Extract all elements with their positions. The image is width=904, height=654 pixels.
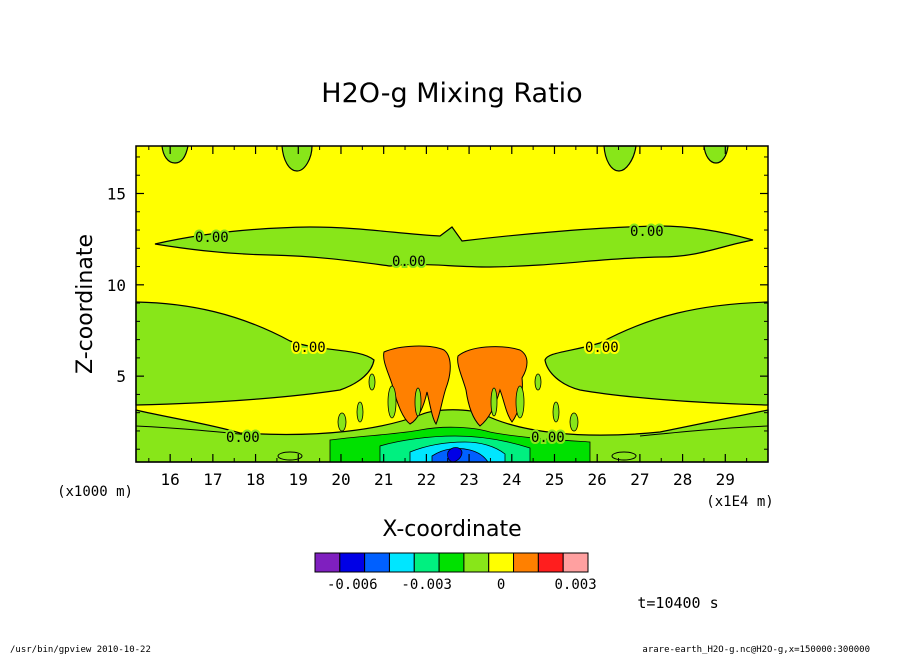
top-left-blob-a bbox=[161, 145, 189, 164]
x-tick-label: 21 bbox=[374, 470, 393, 489]
speckle bbox=[552, 401, 560, 423]
contour-label: 0.00 bbox=[195, 230, 229, 246]
colorbar-tick-label: 0 bbox=[497, 577, 505, 593]
colorbar-swatch bbox=[314, 552, 341, 573]
colorbar-swatch bbox=[562, 552, 589, 573]
colorbar-swatch bbox=[339, 552, 366, 573]
x-tick-label: 24 bbox=[502, 470, 521, 489]
speckle bbox=[387, 385, 397, 419]
colorbar-swatch bbox=[438, 552, 465, 573]
x-tick-label: 19 bbox=[289, 470, 308, 489]
speckle bbox=[515, 385, 525, 419]
colorbar-swatch bbox=[364, 552, 390, 573]
x-tick-label: 25 bbox=[545, 470, 564, 489]
colorbar-swatch bbox=[488, 552, 515, 573]
contour-fill-speckles bbox=[337, 373, 579, 432]
plot-frame bbox=[135, 145, 769, 463]
colorbar-tick-label: 0.003 bbox=[555, 577, 597, 593]
y-axis-label: Z-coordinate bbox=[73, 234, 98, 374]
footer-right: arare-earth_H2O-g.nc@H2O-g,x=150000:3000… bbox=[642, 645, 870, 654]
speckle bbox=[490, 387, 498, 417]
colorbar: -0.006 -0.003 0 0.003 bbox=[314, 552, 597, 593]
x-scale-label: (x1E4 m) bbox=[706, 494, 773, 510]
time-label: t=10400 s bbox=[637, 594, 718, 612]
contour-label: 0.00 bbox=[392, 254, 426, 270]
colorbar-tick-label: -0.003 bbox=[401, 577, 452, 593]
colorbar-swatch bbox=[513, 552, 539, 573]
contour-labels: 0.00 0.00 0.00 0.00 0.00 0.00 0.00 bbox=[193, 222, 666, 448]
y-tick-label: 5 bbox=[116, 367, 126, 386]
x-tick-label: 27 bbox=[630, 470, 649, 489]
speckle bbox=[356, 401, 364, 423]
contour-label: 0.00 bbox=[585, 340, 619, 356]
footer-left: /usr/bin/gpview 2010-10-22 bbox=[10, 645, 151, 654]
contour-label: 0.00 bbox=[630, 224, 664, 240]
y-axis: 5 10 15 bbox=[107, 156, 768, 450]
contour-label: 0.00 bbox=[226, 430, 260, 446]
upper-band bbox=[154, 225, 754, 268]
middle-left-wedge bbox=[135, 301, 375, 406]
colorbar-swatch bbox=[463, 552, 490, 573]
speckle bbox=[534, 373, 542, 391]
top-right-blob-a bbox=[603, 145, 637, 172]
speckle bbox=[337, 412, 347, 432]
plot-area: 0.00 0.00 0.00 0.00 0.00 0.00 0.00 bbox=[135, 145, 769, 463]
x-tick-label: 23 bbox=[459, 470, 478, 489]
x-tick-label: 22 bbox=[417, 470, 436, 489]
x-tick-label: 17 bbox=[203, 470, 222, 489]
speckle bbox=[569, 412, 579, 432]
contour-lines bbox=[135, 425, 769, 461]
contour-label: 0.00 bbox=[531, 430, 565, 446]
x-tick-label: 16 bbox=[161, 470, 180, 489]
speckle bbox=[414, 387, 422, 417]
colorbar-swatch bbox=[388, 552, 415, 573]
x-tick-label: 26 bbox=[588, 470, 607, 489]
x-tick-label: 18 bbox=[246, 470, 265, 489]
x-axis: 16 17 18 19 20 21 22 23 24 25 26 27 28 29 bbox=[148, 146, 748, 489]
speckle bbox=[368, 373, 376, 391]
middle-right-wedge bbox=[544, 301, 769, 406]
y-tick-label: 10 bbox=[107, 276, 126, 295]
y-scale-label: (x1000 m) bbox=[57, 484, 133, 500]
y-tick-label: 15 bbox=[107, 184, 126, 203]
x-tick-label: 29 bbox=[716, 470, 735, 489]
x-axis-label: X-coordinate bbox=[382, 517, 521, 542]
top-right-blob-b bbox=[703, 145, 729, 164]
colorbar-swatch bbox=[413, 552, 440, 573]
colorbar-swatch bbox=[537, 552, 564, 573]
top-left-blob-b bbox=[281, 145, 313, 172]
contour-fill-orange bbox=[383, 345, 528, 427]
contour-fill-surface bbox=[329, 426, 591, 463]
right-updraft bbox=[457, 346, 528, 427]
x-tick-label: 28 bbox=[673, 470, 692, 489]
chart-title: H2O-g Mixing Ratio bbox=[321, 78, 582, 109]
contour-fill-green bbox=[135, 145, 769, 463]
x-tick-label: 20 bbox=[331, 470, 350, 489]
contour-label: 0.00 bbox=[292, 340, 326, 356]
surface-dark-blue-cell bbox=[447, 447, 463, 463]
colorbar-tick-label: -0.006 bbox=[327, 577, 378, 593]
